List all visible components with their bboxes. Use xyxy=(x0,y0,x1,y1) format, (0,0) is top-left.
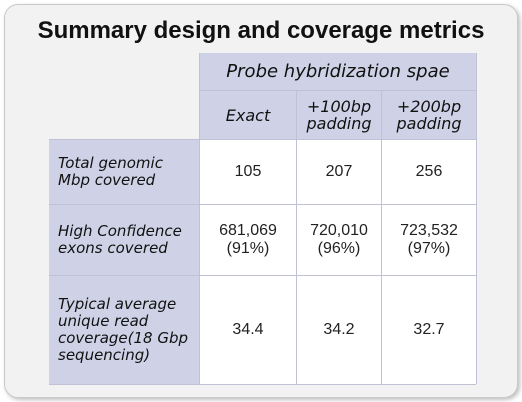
grid-line xyxy=(49,204,476,205)
column-header-100bp: +100bp padding xyxy=(297,91,381,139)
grid-line xyxy=(199,53,200,384)
row-label-exons: High Confidence exons covered xyxy=(49,205,199,275)
grid-line xyxy=(381,91,382,384)
grid-line xyxy=(49,384,476,385)
group-header: Probe hybridization spae xyxy=(200,53,476,90)
table-cell: 256 xyxy=(382,140,476,204)
table-cell: 720,010 (96%) xyxy=(297,205,381,275)
table-cell: 32.7 xyxy=(382,276,476,384)
grid-line xyxy=(49,275,476,276)
card-title: Summary design and coverage metrics xyxy=(37,17,485,44)
grid-line xyxy=(476,53,477,384)
grid-line xyxy=(49,139,476,140)
metrics-card: Summary design and coverage metrics Prob… xyxy=(4,4,518,398)
column-header-exact: Exact xyxy=(200,91,296,139)
column-header-200bp: +200bp padding xyxy=(382,91,476,139)
table-cell: 681,069 (91%) xyxy=(200,205,296,275)
row-label-mbp: Total genomic Mbp covered xyxy=(49,140,199,204)
row-label-coverage: Typical average unique read coverage(18 … xyxy=(49,276,199,384)
table-cell: 723,532 (97%) xyxy=(382,205,476,275)
table-cell: 34.4 xyxy=(200,276,296,384)
table-cell: 34.2 xyxy=(297,276,381,384)
grid-line xyxy=(296,91,297,384)
table-cell: 207 xyxy=(297,140,381,204)
grid-line xyxy=(200,90,476,91)
table-cell: 105 xyxy=(200,140,296,204)
